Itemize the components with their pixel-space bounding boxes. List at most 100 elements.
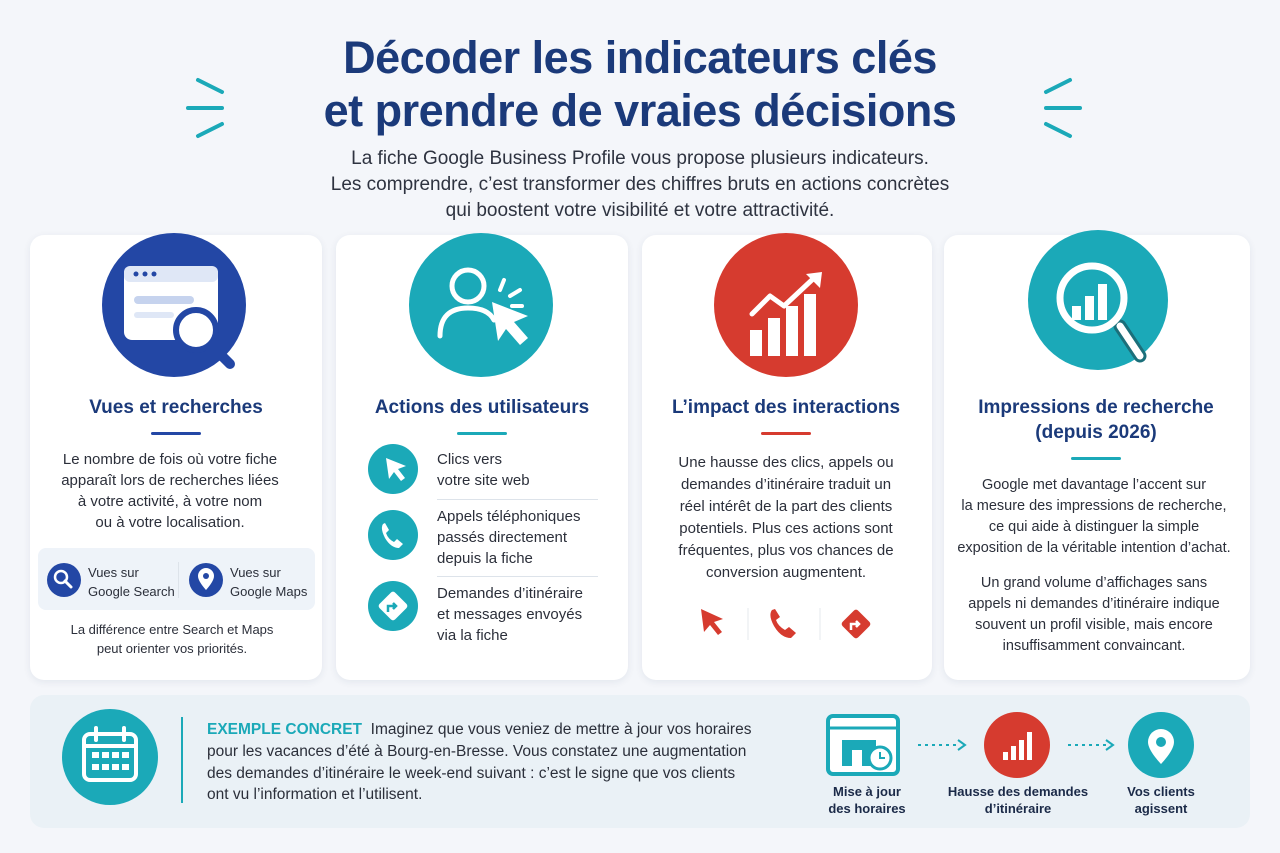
icon-shape [381,523,403,548]
example-text: Imaginez que vous veniez de mettre à jou… [370,721,752,738]
icon-shape [203,573,209,579]
underline [151,432,201,435]
step-label: des horaires [828,801,906,816]
icon-shape [102,764,109,770]
icon-shape [409,233,553,377]
chip-icons [47,563,223,597]
icon-impact [714,233,858,377]
icon-shape [1044,122,1072,138]
subtitle-line: qui boostent votre visibilité et votre a… [445,200,835,221]
icon-shape [196,122,224,138]
item-text: Demandes d’itinéraire [437,585,583,602]
card-text: insuffisamment convaincant. [1002,638,1186,654]
icon-shape [768,318,780,356]
chip-text: Vues sur [230,565,281,580]
chip-text: Google Search [88,584,175,599]
card-title: L’impact des interactions [671,397,901,418]
icon-shape [770,609,796,638]
icon-shape [957,739,967,751]
chip-text: Google Maps [230,584,308,599]
icon-shape [133,271,139,277]
icon-shape [498,278,524,308]
card-text: Une hausse des clics, appels ou [678,454,894,471]
example-line: EXEMPLE CONCRET Imaginez que vous veniez… [207,722,751,738]
separator [437,576,598,577]
card-text: Un grand volume d’affichages sans [980,575,1208,591]
icon-shape [1072,306,1081,320]
item-text: depuis la fiche [437,550,533,567]
icon-shape [386,458,406,481]
card-title: Impressions de recherche [978,397,1214,418]
card-text: réel intérêt de la part des clients [679,498,893,515]
example-line: pour les vacances d’été à Bourg-en-Bress… [207,743,747,760]
icon-shape [82,732,138,782]
card-text: à votre activité, à votre nom [77,493,263,510]
icon-shape [750,330,762,356]
icon-shape [437,305,497,339]
icon-shape [122,764,129,770]
card-text: appels ni demandes d’itinéraire indique [968,596,1220,612]
separator [178,562,179,598]
icon-shape [151,271,157,277]
chip-panel [38,548,315,610]
icon-shape [1098,284,1107,320]
icon-shape [1011,746,1016,760]
icon-shape [492,302,528,345]
step-label: Mise à jour [833,784,901,799]
icon-shape [786,306,798,356]
chip-text: Vues sur [88,565,139,580]
icon-shape [984,712,1050,778]
icon-shape [750,294,816,356]
card-text: souvent un profil visible, mais encore [975,617,1213,633]
icon-shape [173,307,219,353]
note: peut orienter vos priorités. [96,641,248,656]
card-text: conversion augmentent. [705,564,867,581]
icon-shape [124,266,218,282]
subtitle-line: La fiche Google Business Profile vous pr… [351,148,929,169]
icon-shape [1156,737,1166,747]
icon-actions [409,233,553,377]
item-text: votre site web [437,472,530,489]
icon-shape [53,569,69,585]
icon-shape [122,752,129,758]
icon-impressions [1028,230,1168,370]
card-text: fréquentes, plus vos chances de [678,542,894,559]
card-text: potentiels. Plus ces actions sont [679,520,893,537]
separator [437,499,598,500]
icon-shape [205,339,235,369]
card-title: Vues et recherches [89,397,263,418]
card-text: ce qui aide à distinguer la simple [988,519,1200,535]
example-line: des demandes d’itinéraire le week-end su… [207,765,736,782]
card-title: (depuis 2026) [1035,422,1157,443]
card-text: demandes d’itinéraire traduit un [680,476,892,493]
underline [1071,457,1121,460]
icon-shape [701,609,723,635]
icon-shape [449,267,487,305]
note: La différence entre Search et Maps [70,622,274,637]
icon-shape [102,752,109,758]
action-icons [368,444,418,631]
step-label: agissent [1134,801,1188,816]
icon-views [102,233,246,377]
icon-shape [196,78,224,94]
icon-shape [852,750,862,766]
icon-shape [1044,78,1072,94]
card-title: Actions des utilisateurs [374,397,590,418]
item-text: et messages envoyés [437,606,583,623]
example-line: ont vu l’information et l’utilisent. [207,786,423,803]
icon-shape [134,296,194,304]
subtitle-line: Les comprendre, c’est transformer des ch… [330,174,950,195]
card-text: Google met davantage l’accent sur [981,477,1207,493]
icon-shape [1085,296,1094,320]
icon-shape [134,312,174,318]
item-text: Appels téléphoniques [437,508,581,525]
icon-shape [1003,752,1008,760]
step-label: d’itinéraire [984,801,1052,816]
icon-shape [804,294,816,356]
icon-shape [112,764,119,770]
card-text: ou à votre localisation. [95,514,245,531]
icon-shape [849,620,861,630]
